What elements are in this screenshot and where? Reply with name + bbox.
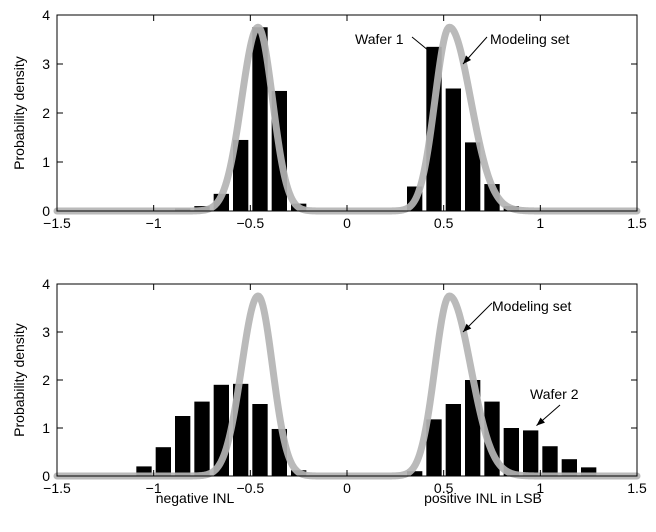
y-tick-label: 2 <box>42 372 50 388</box>
x-axis-label-negative: negative INL <box>156 490 235 506</box>
x-tick-label: 1 <box>536 215 544 231</box>
y-tick-label: 0 <box>42 468 50 484</box>
x-tick-label: 0 <box>343 480 351 496</box>
histogram-bar <box>233 139 249 211</box>
histogram-bar <box>542 446 558 476</box>
y-tick-label: 0 <box>42 203 50 219</box>
model-curve-line <box>53 23 641 215</box>
y-tick-label: 4 <box>42 276 50 292</box>
histogram-bar <box>503 428 519 476</box>
histogram-bar <box>445 404 461 476</box>
x-tick-label: −0.5 <box>237 215 265 231</box>
annotation-arrow-head <box>463 55 472 64</box>
histogram-bar <box>175 416 191 476</box>
x-tick-label: 1.5 <box>627 480 647 496</box>
x-tick-label: −1 <box>146 480 162 496</box>
annotations-top: Wafer 1 Modeling set <box>355 31 569 65</box>
x-axis-label-positive: positive INL in LSB <box>424 490 542 506</box>
histogram-bar <box>581 467 597 476</box>
y-tick-label: 1 <box>42 420 50 436</box>
x-tick-label: −1.5 <box>43 480 71 496</box>
histogram-bar <box>136 466 152 476</box>
y-tick-label: 2 <box>42 105 50 121</box>
histogram-bar <box>426 419 442 476</box>
y-tick-label: 3 <box>42 324 50 340</box>
histogram-bar <box>252 404 268 476</box>
x-tick-label: −1 <box>146 215 162 231</box>
x-tick-label: 1 <box>536 480 544 496</box>
histogram-bar <box>523 430 539 476</box>
x-tick-label: −1.5 <box>43 215 71 231</box>
annotations-bottom: Modeling set Wafer 2 <box>462 298 579 426</box>
histogram-bar <box>252 27 268 211</box>
annotation-modeling-set-bottom: Modeling set <box>492 298 571 314</box>
x-tick-label: 0 <box>343 215 351 231</box>
chart-panel-bottom: −1.5 −1 −0.5 0 0.5 1 1.5 0 1 2 3 4 Probability dens… <box>11 276 647 506</box>
chart-panel-top: −1.5 −1 −0.5 0 0.5 1 1.5 0 1 2 3 4 Probability dens… <box>11 7 647 231</box>
x-tick-label: 1.5 <box>627 215 647 231</box>
histogram-bar <box>465 142 481 211</box>
annotation-wafer2: Wafer 2 <box>530 386 579 402</box>
y-tick-label: 4 <box>42 7 50 23</box>
annotation-arrow-head <box>536 417 545 426</box>
x-tick-label: −0.5 <box>237 480 265 496</box>
histogram-bar <box>194 401 210 476</box>
x-tick-label: 0.5 <box>434 215 454 231</box>
axis-ticks-bottom: −1.5 −1 −0.5 0 0.5 1 1.5 0 1 2 3 4 <box>42 276 647 496</box>
histogram-bar <box>407 471 423 476</box>
histogram-bar <box>155 447 171 476</box>
y-axis-label-top: Probability density <box>11 56 27 170</box>
model-curve-top <box>53 23 641 215</box>
annotation-arrow-head <box>463 323 472 332</box>
y-tick-label: 1 <box>42 154 50 170</box>
axis-ticks-top: −1.5 −1 −0.5 0 0.5 1 1.5 0 1 2 3 4 <box>42 7 647 231</box>
y-tick-label: 3 <box>42 56 50 72</box>
x-tick-label: 0.5 <box>434 480 454 496</box>
histogram-bars-bottom <box>136 380 597 476</box>
histogram-bar <box>445 88 461 211</box>
annotation-wafer1: Wafer 1 <box>355 31 404 47</box>
annotation-modeling-set-top: Modeling set <box>490 31 569 47</box>
histogram-bar <box>561 459 577 476</box>
y-axis-label-bottom: Probability density <box>11 323 27 437</box>
annotation-arrow-head <box>427 48 436 57</box>
